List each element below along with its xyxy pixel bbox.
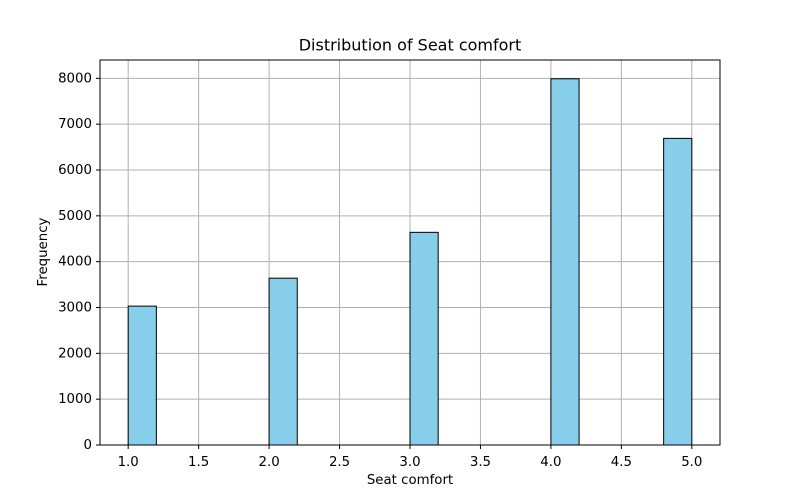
x-tick-label: 3.5 — [470, 455, 491, 470]
histogram-bar — [127, 305, 157, 446]
x-tick-label: 4.0 — [540, 455, 561, 470]
x-tick-label: 1.5 — [188, 455, 209, 470]
bars — [127, 78, 693, 446]
x-tick-label: 2.5 — [329, 455, 350, 470]
y-tick-label: 1000 — [58, 392, 92, 407]
histogram-bar — [268, 277, 298, 446]
y-tick-label: 0 — [84, 438, 92, 453]
histogram-bar — [663, 137, 693, 446]
histogram-bar — [550, 78, 580, 446]
histogram-bar — [409, 231, 439, 446]
x-tick-label: 3.0 — [399, 455, 420, 470]
y-tick-label: 2000 — [58, 346, 92, 361]
x-tick-label: 1.0 — [118, 455, 139, 470]
x-axis: 1.0 1.5 2.0 2.5 3.0 3.5 4.0 4.5 5.0 — [118, 445, 702, 470]
chart-title: Distribution of Seat comfort — [299, 36, 522, 55]
y-axis: 0 1000 2000 3000 4000 5000 6000 7000 8000 — [58, 71, 100, 453]
y-tick-label: 6000 — [58, 163, 92, 178]
x-tick-label: 4.5 — [611, 455, 632, 470]
x-tick-label: 2.0 — [258, 455, 279, 470]
x-axis-label: Seat comfort — [367, 473, 453, 488]
y-tick-label: 4000 — [58, 255, 92, 270]
y-tick-label: 3000 — [58, 301, 92, 316]
x-tick-label: 5.0 — [681, 455, 702, 470]
y-tick-label: 8000 — [58, 71, 92, 86]
y-tick-label: 7000 — [58, 117, 92, 132]
y-axis-label: Frequency — [36, 217, 51, 286]
y-tick-label: 5000 — [58, 209, 92, 224]
